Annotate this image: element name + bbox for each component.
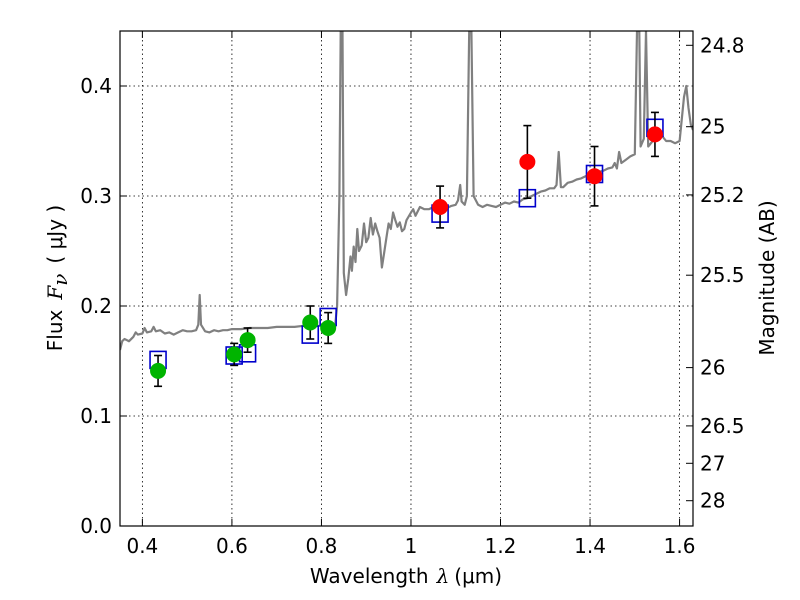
photometry-point <box>519 153 536 170</box>
y2-tick-label: 27 <box>700 451 725 475</box>
photometry-point <box>320 320 337 336</box>
y-tick-label: 0.1 <box>80 404 112 428</box>
y2-tick-label: 25 <box>700 115 725 139</box>
y2-tick-label: 26 <box>700 356 725 380</box>
x-tick-label: 1.4 <box>574 534 606 558</box>
plot-frame <box>119 30 694 527</box>
y2-tick-label: 25.2 <box>700 183 745 207</box>
x-tick-label: 0.8 <box>306 534 338 558</box>
y2-axis-label: Magnitude (AB) <box>755 200 779 355</box>
y-tick-label: 0.0 <box>80 514 112 538</box>
photometry-point <box>302 314 319 331</box>
spectrum-line <box>120 31 693 351</box>
x-tick-label: 0.6 <box>216 534 248 558</box>
x-tick-label: 1 <box>405 534 418 558</box>
y2-tick-label: 25.5 <box>700 263 745 287</box>
photometry-point <box>646 126 663 143</box>
x-tick-label: 1.2 <box>485 534 517 558</box>
y2-tick-label: 26.5 <box>700 414 745 438</box>
photometry-point <box>432 199 449 215</box>
plot-area <box>120 31 693 388</box>
x-axis-label: Wavelength λ (μm) <box>310 564 502 588</box>
y-tick-label: 0.3 <box>80 184 112 208</box>
photometry-point <box>226 346 243 363</box>
x-tick-label: 0.4 <box>126 534 158 558</box>
y2-tick-label: 24.8 <box>700 33 745 57</box>
y-tick-label: 0.2 <box>80 294 112 318</box>
y-tick-label: 0.4 <box>80 74 112 98</box>
photometry-point <box>150 362 167 379</box>
grid <box>120 31 693 527</box>
photometry-point <box>239 332 256 349</box>
axes-frame <box>119 30 694 527</box>
axis-ticks: 0.4 0.6 0.8 1 1.2 1.4 1.6 0.0 0.1 0.2 0.3 0.4 24.8 25… <box>80 31 745 558</box>
photometry-point <box>586 168 603 185</box>
y2-tick-label: 28 <box>700 489 725 513</box>
y-axis-label: FluxFν( μJy ) <box>43 205 72 351</box>
x-tick-label: 1.6 <box>664 534 696 558</box>
